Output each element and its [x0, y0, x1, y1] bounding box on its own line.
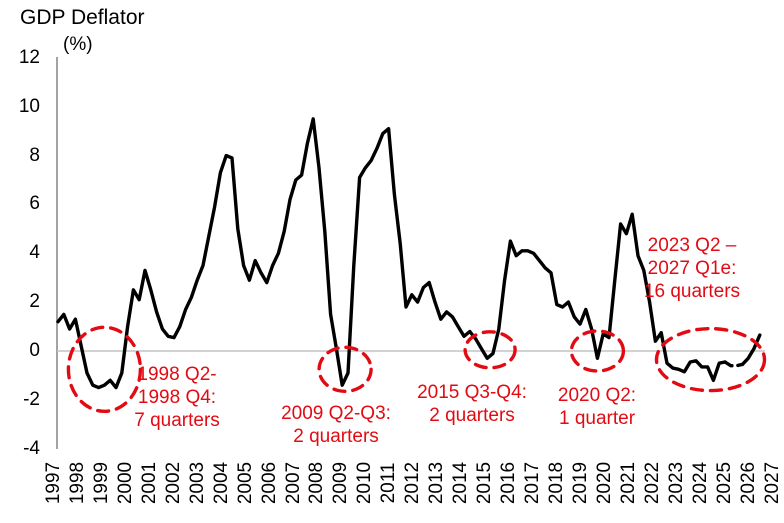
x-tick-label: 2023 [665, 461, 687, 505]
x-tick-label: 1998 [66, 461, 88, 505]
x-tick-label: 2010 [354, 461, 376, 505]
y-tick-label: 6 [29, 193, 40, 215]
x-tick-label: 2005 [234, 461, 256, 505]
x-tick-label: 2011 [378, 462, 400, 504]
y-tick-label: 2 [29, 291, 40, 313]
annotation-line: 2023 Q2 – [647, 235, 737, 256]
x-tick-label: 2018 [545, 461, 567, 505]
deflation-ellipse [654, 326, 767, 393]
x-tick-label: 2012 [402, 461, 424, 505]
deflation-annotation-text: 2020 Q2: 1 quarter [558, 384, 636, 430]
gdp-deflator-line-solid [56, 117, 727, 390]
deflation-annotation-text: 2009 Q2-Q3: 2 quarters [281, 402, 391, 448]
y-tick-label: 0 [29, 340, 40, 361]
deflation-ellipse [463, 330, 517, 370]
x-tick-label: 2007 [282, 461, 304, 505]
x-tick-label: 2022 [641, 461, 663, 505]
deflation-ellipse [66, 325, 143, 413]
deflation-annotation-text: 2015 Q3-Q4: 2 quarters [417, 381, 527, 427]
annotation-line: 2 quarters [429, 405, 515, 426]
annotation-line: 7 quarters [134, 410, 220, 431]
x-tick-label: 2016 [498, 461, 520, 505]
annotation-line: 2009 Q2-Q3: [281, 403, 391, 424]
x-tick-label: 2006 [258, 461, 280, 505]
y-tick-label: -4 [23, 437, 40, 459]
deflation-annotation-text: 1998 Q2- 1998 Q4: 7 quarters [134, 363, 220, 432]
y-tick-label: 8 [29, 144, 40, 166]
x-tick-label: 2002 [162, 461, 184, 505]
x-tick-label: 1997 [43, 461, 64, 505]
x-tick-label: 2008 [306, 461, 328, 505]
x-tick-label: 2003 [186, 461, 208, 505]
deflation-ellipse [569, 329, 626, 373]
chart-unit-label: (%) [63, 34, 93, 55]
x-tick-label: 2024 [689, 461, 711, 505]
annotation-line: 2027 Q1e: [647, 258, 737, 279]
x-tick-label: 2021 [617, 461, 639, 505]
x-tick-label: 2020 [593, 461, 615, 505]
y-tick-label: 12 [18, 46, 40, 68]
x-tick-label: 2017 [522, 461, 543, 505]
x-tick-label: 2019 [569, 461, 591, 505]
x-tick-label: 2000 [114, 461, 136, 505]
deflation-ellipse [317, 345, 373, 393]
x-tick-label: 1999 [90, 461, 112, 505]
annotation-line: 2020 Q2: [557, 385, 637, 406]
x-tick-label: 2025 [713, 461, 735, 505]
y-tick-label: -2 [23, 388, 40, 410]
y-tick-label: 10 [18, 95, 40, 117]
x-tick-label: 2001 [138, 461, 160, 505]
annotation-line: 2015 Q3-Q4: [417, 382, 527, 403]
gdp-deflator-line-forecast-dashed [723, 360, 745, 368]
x-tick-label: 2014 [450, 461, 472, 505]
x-tick-label: 2026 [737, 461, 759, 505]
x-tick-label: 2013 [426, 461, 448, 505]
x-tick-label: 2009 [330, 461, 352, 505]
y-tick-label: 4 [29, 242, 40, 264]
annotation-line: 1998 Q4: [137, 387, 217, 408]
x-tick-label: 2027 [761, 461, 783, 505]
annotation-line: 2 quarters [293, 426, 379, 447]
x-tick-label: 2015 [474, 461, 496, 505]
chart-title: GDP Deflator [20, 6, 145, 29]
deflation-annotation-text: 2023 Q2 –2027 Q1e: 16 quarters [644, 234, 740, 303]
annotation-line: 16 quarters [643, 281, 741, 302]
annotation-line: 1 quarter [558, 408, 636, 429]
x-tick-label: 2004 [210, 461, 232, 505]
annotation-line: 1998 Q2- [137, 364, 217, 385]
